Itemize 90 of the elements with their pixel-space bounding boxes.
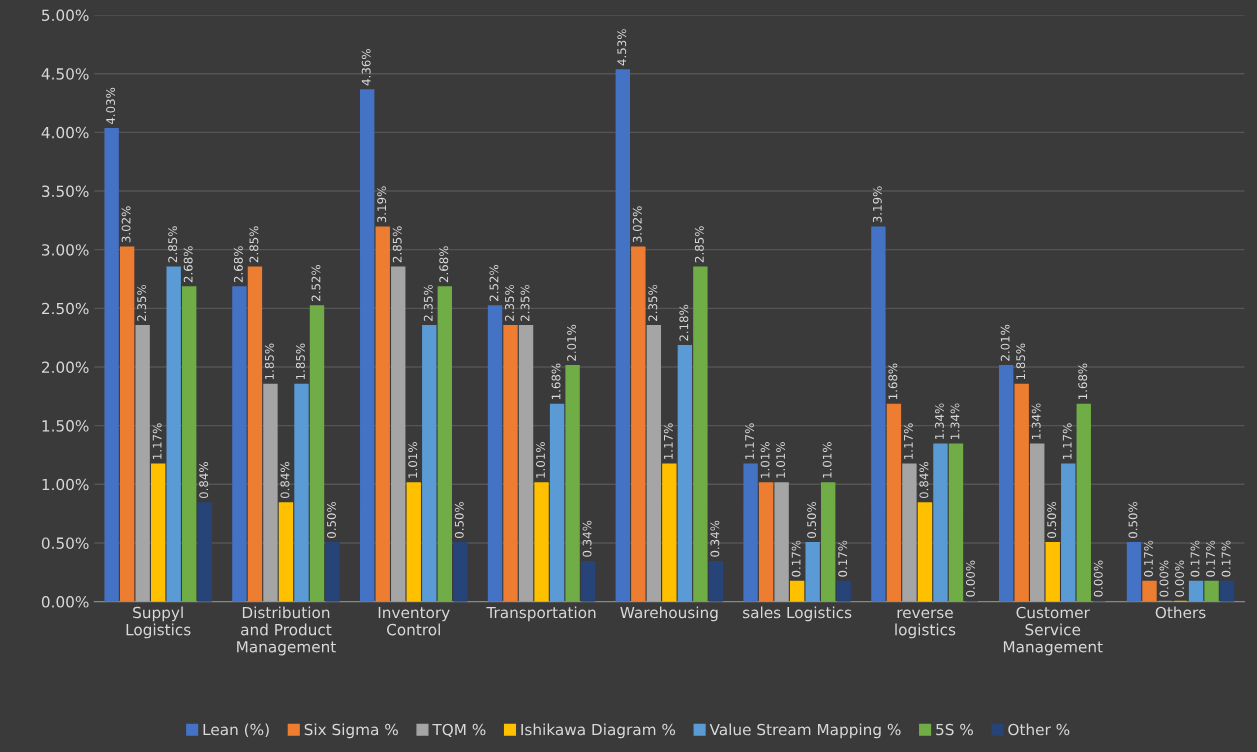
data-label: 0.00% — [1159, 560, 1169, 597]
data-label: 0.17% — [1143, 540, 1153, 577]
data-label: 0.17% — [1206, 540, 1215, 577]
data-label: 1.17% — [663, 423, 673, 459]
data-label: 4.03% — [106, 87, 116, 125]
data-label: 0.50% — [454, 501, 464, 538]
x-tick-label: Customer Service Management — [1003, 606, 1103, 656]
y-tick-label: 4.00% — [41, 126, 89, 139]
data-label: 0.84% — [280, 462, 290, 499]
data-label: 4.53% — [617, 29, 627, 66]
legend-label: Lean (%) — [203, 723, 269, 738]
data-label: 0.50% — [327, 501, 336, 538]
y-tick-label: 1.50% — [42, 420, 89, 432]
data-label: 0.50% — [807, 501, 817, 538]
data-label: 2.35% — [505, 284, 514, 321]
data-label: 1.85% — [264, 343, 274, 380]
data-label: 0.00% — [1093, 560, 1103, 597]
y-tick-label: 1.00% — [42, 478, 89, 491]
data-label: 2.35% — [423, 284, 433, 321]
data-label: 0.17% — [838, 540, 848, 577]
legend-label: Other % — [1008, 723, 1070, 736]
data-label: 2.85% — [392, 226, 402, 263]
y-tick-label: 2.50% — [42, 302, 89, 315]
data-label: 3.02% — [121, 206, 131, 243]
data-label: 0.34% — [582, 520, 592, 557]
data-label: 0.17% — [1221, 540, 1231, 577]
data-label: 3.02% — [632, 206, 642, 243]
data-label: 1.01% — [408, 442, 418, 478]
x-tick-label: Inventory Control — [378, 606, 450, 636]
data-label: 2.68% — [183, 246, 193, 283]
data-label: 0.17% — [791, 540, 801, 577]
data-label: 0.00% — [965, 560, 975, 597]
data-label: 1.85% — [1016, 343, 1026, 380]
data-label: 1.17% — [745, 423, 755, 459]
data-label: 2.01% — [1000, 324, 1010, 361]
data-label: 2.85% — [249, 226, 259, 263]
data-label: 1.17% — [903, 423, 913, 459]
legend-label: Six Sigma % — [304, 723, 398, 739]
x-tick-label: Warehousing — [620, 606, 718, 622]
data-label: 1.34% — [934, 403, 944, 439]
data-label: 2.01% — [567, 324, 577, 361]
data-label: 1.68% — [551, 363, 561, 400]
data-label: 0.00% — [1175, 560, 1184, 597]
data-label: 0.34% — [710, 520, 720, 557]
data-label: 3.19% — [872, 186, 882, 223]
data-label: 0.50% — [1128, 501, 1138, 538]
x-tick-label: Others — [1155, 606, 1206, 619]
y-tick-label: 3.00% — [42, 244, 89, 256]
data-label: 1.17% — [152, 423, 162, 459]
data-label: 1.34% — [950, 403, 960, 439]
data-label: 0.84% — [919, 462, 929, 499]
legend-label: 5S % — [936, 723, 973, 736]
data-label: 0.17% — [1190, 540, 1200, 577]
data-label: 2.52% — [311, 264, 321, 301]
data-label: 2.68% — [233, 246, 243, 283]
data-label: 2.85% — [168, 226, 178, 263]
data-label: 4.36% — [361, 49, 371, 86]
data-label: 1.68% — [1078, 363, 1088, 400]
x-tick-label: sales Logistics — [743, 606, 852, 622]
data-label: 1.17% — [1062, 423, 1072, 459]
x-tick-label: reverse logistics — [895, 609, 956, 639]
data-label: 1.01% — [536, 442, 545, 478]
legend-label: TQM % — [432, 723, 486, 738]
data-label: 1.01% — [822, 442, 832, 478]
data-label: 2.68% — [439, 246, 449, 283]
legend-label: Value Stream Mapping % — [709, 723, 901, 739]
data-label: 2.85% — [694, 226, 704, 263]
data-label: 2.52% — [489, 264, 499, 301]
y-tick-label: 5.00% — [42, 9, 89, 22]
x-tick-label: Distribution and Product Management — [237, 606, 336, 656]
y-tick-label: 0.50% — [41, 537, 89, 549]
data-label: 1.34% — [1031, 403, 1041, 439]
y-tick-label: 0.00% — [41, 596, 89, 608]
data-label: 2.35% — [648, 284, 658, 321]
data-label: 2.35% — [520, 284, 530, 321]
data-label: 3.19% — [377, 186, 387, 223]
legend-label: Ishikawa Diagram % — [521, 723, 676, 739]
y-tick-label: 3.50% — [42, 185, 89, 198]
data-label: 1.01% — [760, 442, 770, 478]
data-label: 1.01% — [776, 442, 786, 478]
y-tick-label: 4.50% — [41, 68, 89, 80]
data-label: 1.68% — [888, 363, 898, 400]
y-tick-label: 2.00% — [42, 361, 89, 373]
data-label: 2.35% — [137, 284, 147, 321]
x-tick-label: Suppyl Logistics — [126, 606, 191, 639]
x-tick-label: Transportation — [486, 606, 596, 622]
data-label: 0.84% — [199, 462, 209, 499]
data-label: 0.50% — [1047, 501, 1057, 538]
data-label: 1.85% — [295, 343, 305, 380]
data-label: 2.18% — [679, 304, 689, 341]
